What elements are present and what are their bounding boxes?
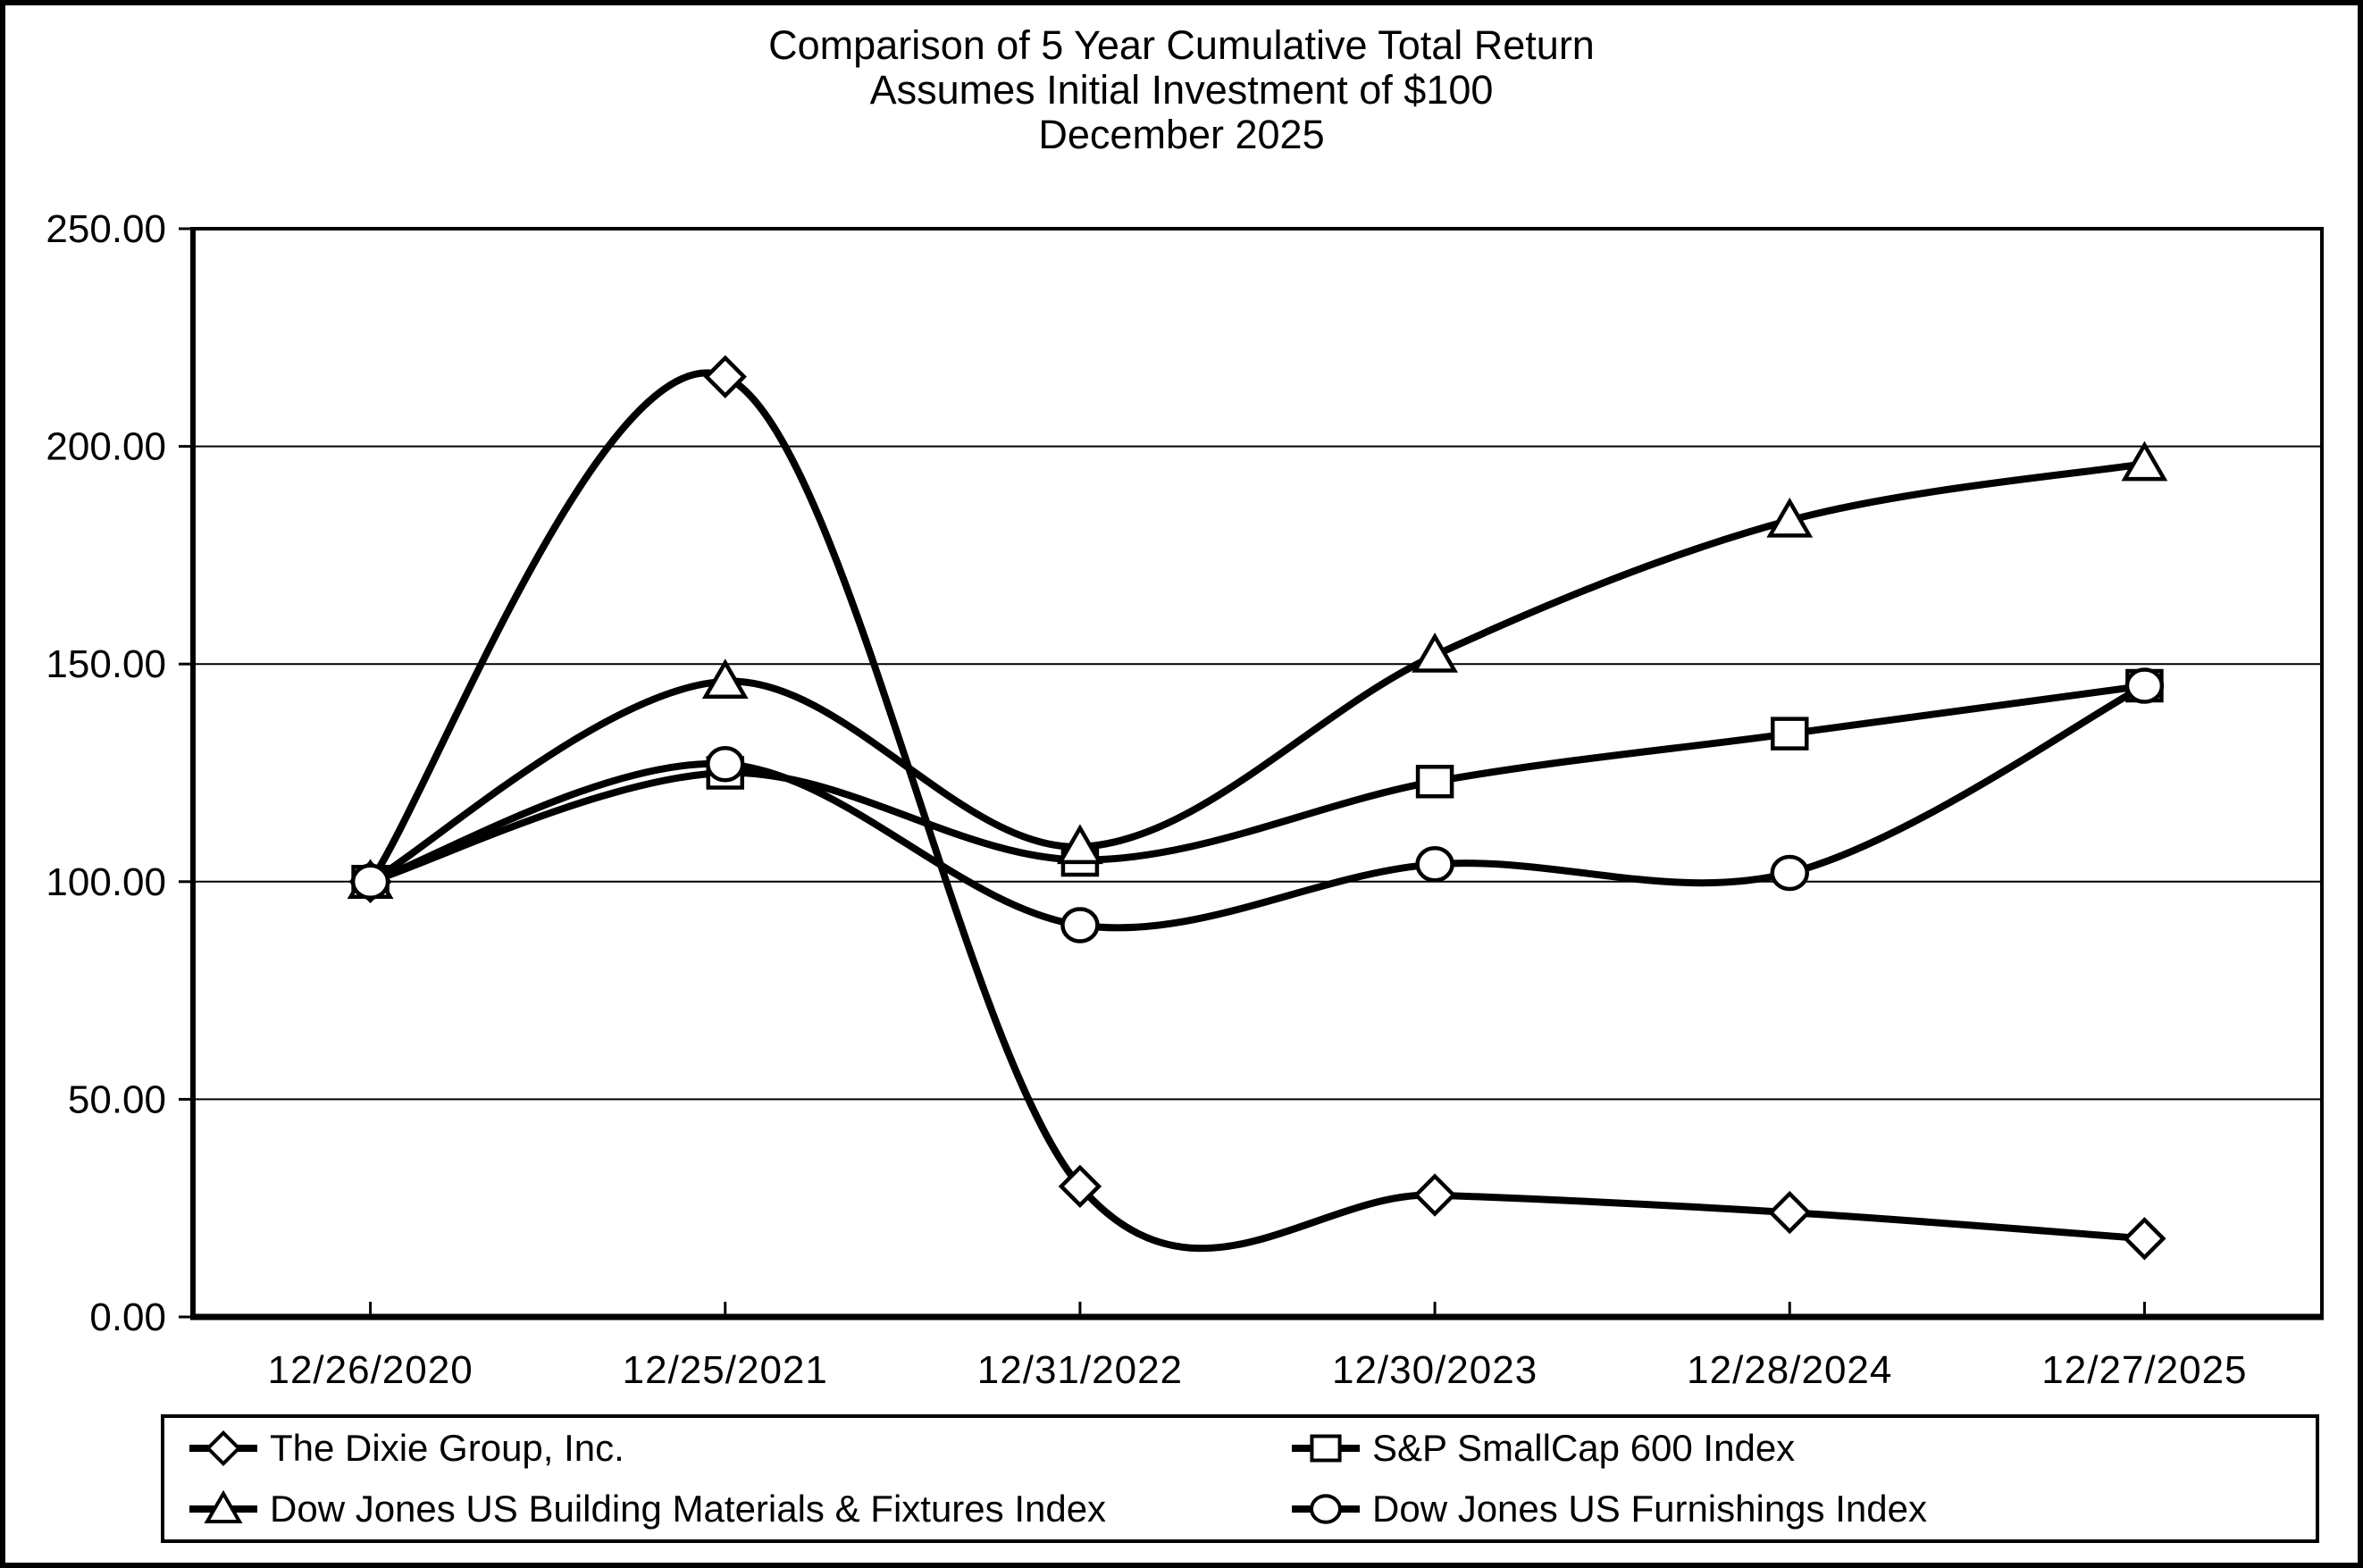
circle-marker	[1770, 854, 1809, 892]
triangle-marker	[701, 658, 749, 699]
legend-item-dixie-group: The Dixie Group, Inc.	[189, 1427, 1292, 1470]
chart-title-line3: December 2025	[1038, 112, 1325, 157]
x-axis-tick-label: 12/28/2024	[1687, 1348, 1892, 1392]
diamond-marker	[1768, 1190, 1812, 1235]
y-axis-tick-label: 150.00	[46, 642, 166, 686]
legend-label: Dow Jones US Furnishings Index	[1372, 1488, 1927, 1530]
triangle-marker-icon	[189, 1489, 257, 1523]
y-axis-tick-label: 100.00	[46, 860, 166, 904]
chart-title-block: Comparison of 5 Year Cumulative Total Re…	[5, 23, 2358, 157]
triangle-marker	[2121, 440, 2168, 482]
square-marker	[1771, 717, 1809, 750]
circle-marker	[1310, 1494, 1342, 1524]
diamond-marker	[703, 355, 747, 398]
y-axis-tick-label: 50.00	[68, 1077, 166, 1121]
circle-marker	[1415, 846, 1454, 883]
x-axis-tick-label: 12/27/2025	[2041, 1348, 2247, 1392]
chart-plot-svg: 0.00 50.00 100.00 150.00 200.00 250.00 12/26/2…	[46, 207, 2324, 1392]
x-axis-tick-label: 12/30/2023	[1332, 1348, 1538, 1392]
triangle-marker	[204, 1489, 243, 1523]
legend-label: The Dixie Group, Inc.	[270, 1427, 624, 1469]
x-axis-tick-label: 12/31/2022	[977, 1348, 1183, 1392]
diamond-marker-icon	[189, 1430, 257, 1467]
x-axis-tick-label: 12/26/2020	[267, 1348, 473, 1392]
y-axis-tick-label: 200.00	[46, 425, 166, 469]
y-axis-tick-label: 250.00	[46, 207, 166, 251]
legend: The Dixie Group, Inc. S&P SmallCap 600 I…	[161, 1414, 2319, 1543]
legend-label: S&P SmallCap 600 Index	[1372, 1427, 1796, 1469]
chart-title-line1: Comparison of 5 Year Cumulative Total Re…	[768, 22, 1595, 68]
legend-item-sp-smallcap-600: S&P SmallCap 600 Index	[1292, 1427, 2316, 1470]
chart-title-line2: Assumes Initial Investment of $100	[869, 67, 1494, 113]
diamond-marker	[2123, 1217, 2166, 1261]
legend-item-dj-furnishings: Dow Jones US Furnishings Index	[1292, 1488, 2316, 1530]
square-marker	[1415, 764, 1454, 799]
circle-marker	[706, 746, 745, 783]
circle-marker-icon	[1292, 1494, 1360, 1524]
circle-marker	[2124, 667, 2165, 704]
triangle-marker	[1412, 632, 1458, 673]
triangle-marker	[1057, 824, 1103, 865]
y-axis-tick-label: 0.00	[89, 1295, 166, 1339]
series-line-1	[366, 682, 2149, 885]
square-marker-icon	[1292, 1434, 1360, 1463]
circle-marker	[350, 863, 390, 901]
circle-marker	[1060, 907, 1100, 943]
series-line-3	[366, 682, 2149, 932]
square-marker	[1310, 1434, 1342, 1463]
legend-item-dj-building-materials: Dow Jones US Building Materials & Fixtur…	[189, 1488, 1292, 1530]
diamond-marker	[1058, 1164, 1102, 1209]
diamond-marker	[1412, 1173, 1457, 1217]
x-axis-tick-label: 12/25/2021	[623, 1348, 828, 1392]
legend-label: Dow Jones US Building Materials & Fixtur…	[270, 1488, 1107, 1530]
triangle-marker	[1766, 497, 1814, 538]
series-line-2	[366, 460, 2149, 885]
diamond-marker	[205, 1430, 242, 1467]
